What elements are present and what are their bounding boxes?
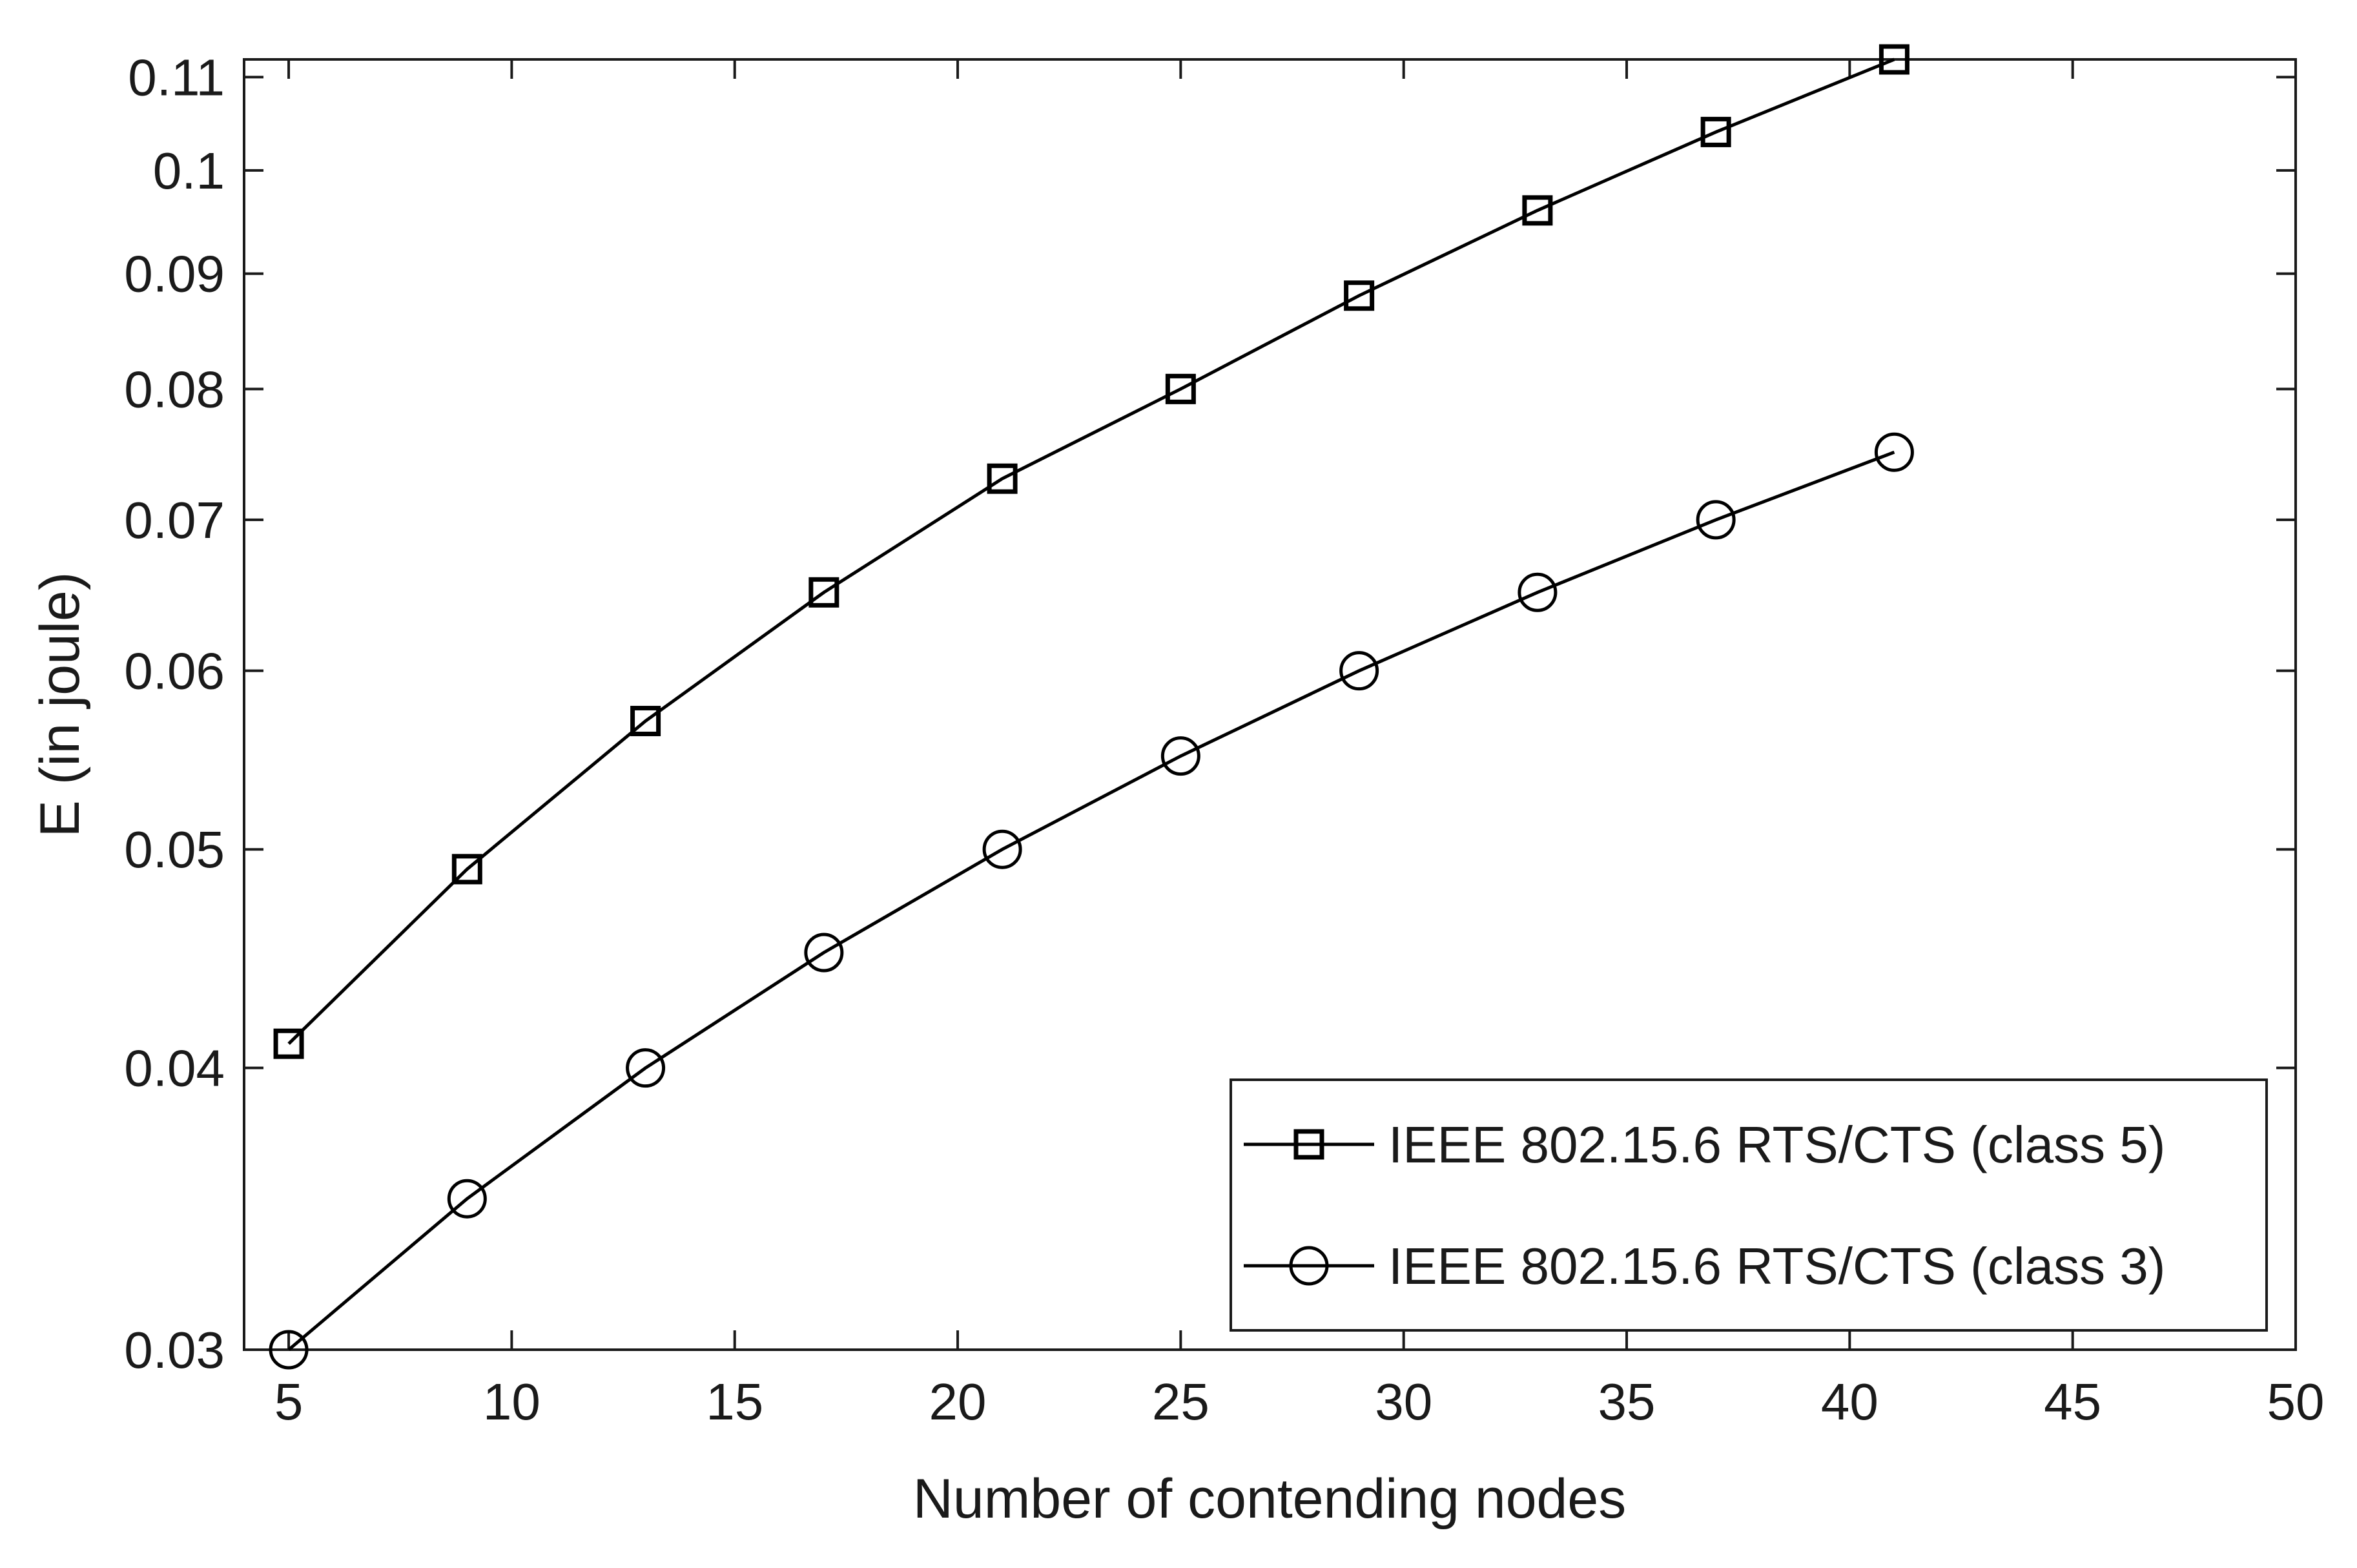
y-tick-label: 0.11 (128, 48, 225, 106)
data-point-circle (269, 1330, 309, 1370)
legend-marker-circle (1289, 1246, 1329, 1286)
x-tick-label: 20 (929, 1373, 987, 1430)
data-point-circle (447, 1179, 487, 1219)
data-point-square (1165, 373, 1196, 404)
data-point-circle (1696, 500, 1736, 540)
data-point-square (1700, 116, 1731, 147)
data-point-square (1522, 195, 1553, 226)
legend-label: IEEE 802.15.6 RTS/CTS (class 5) (1388, 1116, 2165, 1173)
x-tick-label: 45 (2044, 1373, 2101, 1430)
y-tick-label: 0.04 (124, 1040, 225, 1097)
x-tick-label: 10 (483, 1373, 540, 1430)
legend-item: IEEE 802.15.6 RTS/CTS (class 3) (1244, 1237, 2165, 1295)
data-point-circle (1518, 572, 1558, 612)
y-axis-title: E (in joule) (29, 572, 91, 837)
data-point-square (273, 1028, 304, 1059)
data-point-circle (626, 1048, 666, 1088)
data-point-square (987, 463, 1018, 494)
legend-box (1230, 1078, 2268, 1332)
series-2 (269, 432, 1914, 1370)
x-axis-title: Number of contending nodes (913, 1468, 1626, 1530)
data-point-square (1878, 44, 1909, 75)
x-tick-label: 50 (2267, 1373, 2325, 1430)
series-line (287, 450, 1895, 1351)
y-axis: 0.03 0.04 0.05 0.06 0.07 0.08 0.09 0.1 0.11 (124, 48, 2296, 1379)
series-layer (269, 44, 1914, 1370)
x-tick-label: 35 (1598, 1373, 1656, 1430)
series-line (287, 57, 1895, 1045)
y-tick-label: 0.03 (124, 1321, 225, 1379)
data-point-square (630, 705, 661, 736)
legend-item: IEEE 802.15.6 RTS/CTS (class 5) (1244, 1116, 2165, 1173)
x-axis: 5 10 15 20 25 30 35 40 45 50 (274, 59, 2325, 1430)
data-point-circle (1339, 651, 1379, 691)
series-1 (273, 44, 1909, 1059)
x-tick-label: 15 (706, 1373, 763, 1430)
x-tick-label: 25 (1152, 1373, 1209, 1430)
legend-label: IEEE 802.15.6 RTS/CTS (class 3) (1388, 1237, 2165, 1295)
x-tick-label: 40 (1821, 1373, 1878, 1430)
data-point-circle (1160, 736, 1200, 776)
y-tick-label: 0.09 (124, 245, 225, 303)
y-tick-label: 0.1 (153, 142, 225, 200)
y-tick-label: 0.07 (124, 491, 225, 549)
x-tick-label: 5 (274, 1373, 304, 1430)
legend: IEEE 802.15.6 RTS/CTS (class 5) IEEE 802.… (1230, 1078, 2268, 1332)
legend-marker-square (1293, 1129, 1324, 1160)
data-point-circle (1874, 432, 1914, 472)
data-point-circle (982, 829, 1022, 869)
data-point-circle (804, 933, 844, 973)
x-tick-label: 30 (1375, 1373, 1432, 1430)
y-tick-label: 0.08 (124, 360, 225, 418)
data-point-square (808, 577, 839, 608)
y-tick-label: 0.06 (124, 643, 225, 700)
data-point-square (1344, 280, 1375, 311)
y-tick-label: 0.05 (124, 821, 225, 878)
data-point-square (451, 854, 482, 885)
